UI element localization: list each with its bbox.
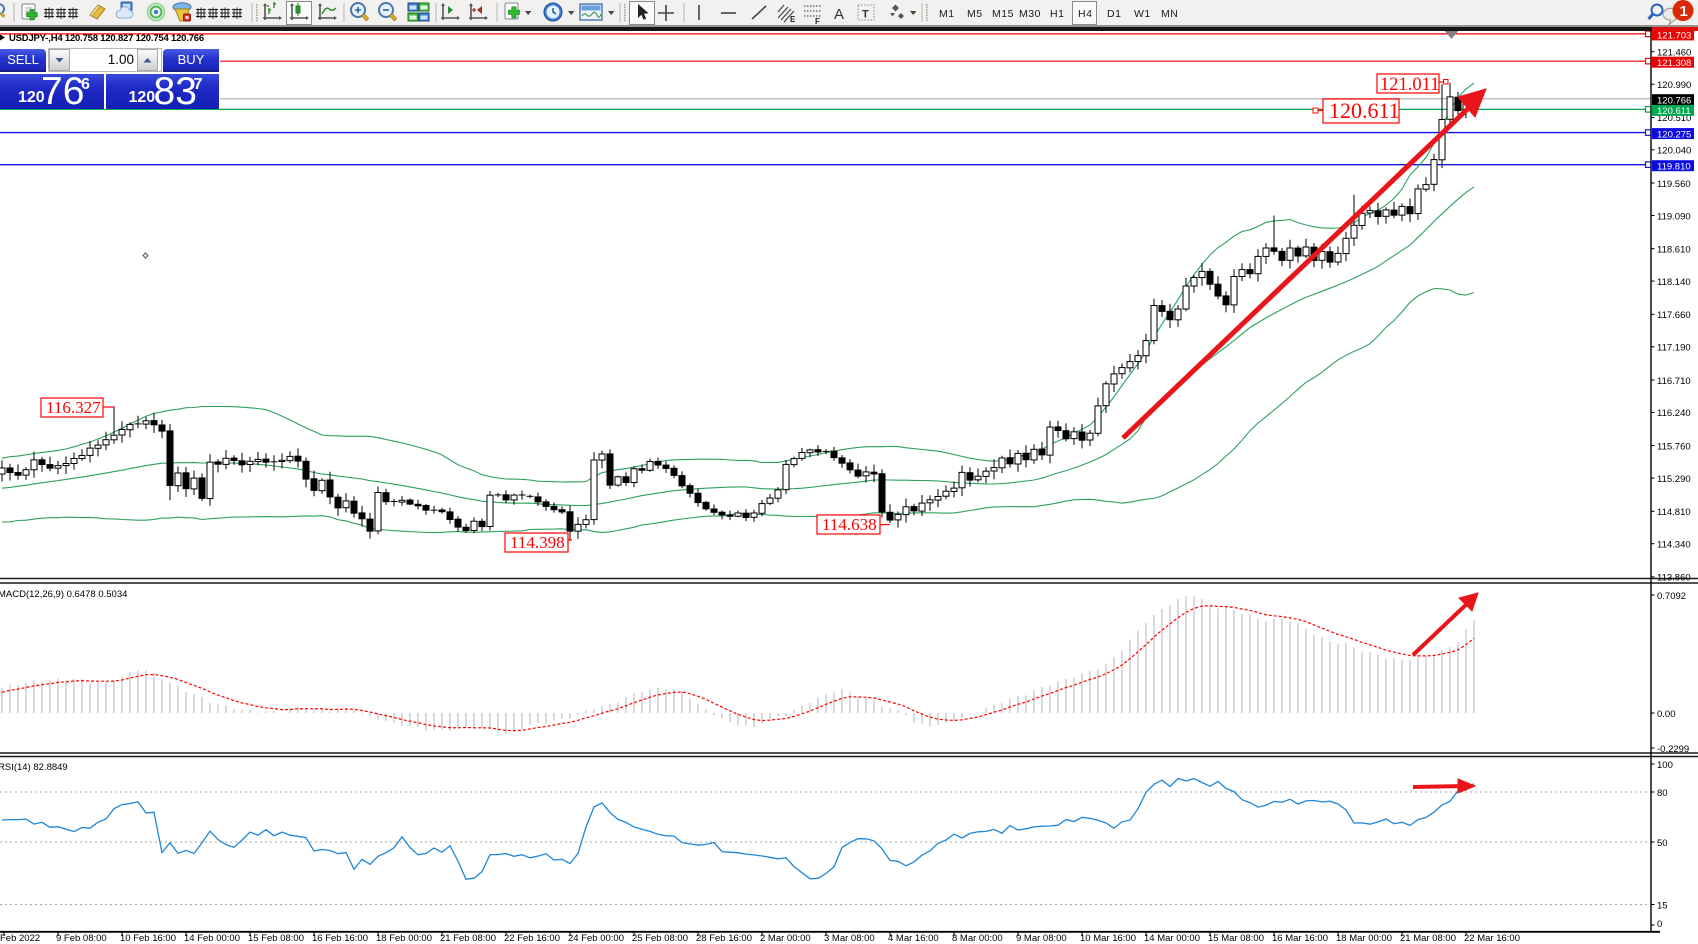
svg-text:119.560: 119.560 xyxy=(1657,179,1691,190)
svg-text:RSI(14) 82.8849: RSI(14) 82.8849 xyxy=(0,762,68,773)
svg-text:117.660: 117.660 xyxy=(1657,310,1691,321)
svg-text:M5: M5 xyxy=(967,8,983,20)
svg-text:1: 1 xyxy=(1680,3,1688,20)
svg-text:MN: MN xyxy=(1161,8,1178,20)
svg-text:25 Feb 08:00: 25 Feb 08:00 xyxy=(632,933,688,944)
svg-text:114.398: 114.398 xyxy=(510,533,565,552)
svg-text:120.275: 120.275 xyxy=(1657,129,1691,140)
svg-text:H4: H4 xyxy=(1078,8,1092,20)
svg-text:120.611: 120.611 xyxy=(1657,106,1691,117)
svg-text:24 Feb 00:00: 24 Feb 00:00 xyxy=(568,933,624,944)
svg-text:4 Mar 16:00: 4 Mar 16:00 xyxy=(888,933,939,944)
svg-text:21 Feb 08:00: 21 Feb 08:00 xyxy=(440,933,496,944)
svg-text:118.610: 118.610 xyxy=(1657,245,1691,256)
svg-text:100: 100 xyxy=(1657,760,1673,771)
svg-text:-0.2299: -0.2299 xyxy=(1657,744,1689,755)
svg-text:W1: W1 xyxy=(1134,8,1151,20)
svg-text:16 Mar 16:00: 16 Mar 16:00 xyxy=(1272,933,1328,944)
svg-text:121.011: 121.011 xyxy=(1380,75,1439,95)
svg-text:114.340: 114.340 xyxy=(1657,540,1691,551)
svg-text:115.290: 115.290 xyxy=(1657,474,1691,485)
svg-text:0.7092: 0.7092 xyxy=(1657,591,1686,602)
svg-text:114.638: 114.638 xyxy=(822,515,877,534)
svg-text:120.040: 120.040 xyxy=(1657,146,1691,157)
svg-text:15 Feb 08:00: 15 Feb 08:00 xyxy=(248,933,304,944)
svg-text:120.510: 120.510 xyxy=(1657,113,1691,124)
svg-text:F: F xyxy=(815,17,820,26)
svg-text:2 Mar 00:00: 2 Mar 00:00 xyxy=(760,933,811,944)
svg-text:114.810: 114.810 xyxy=(1657,507,1691,518)
svg-text:M15: M15 xyxy=(992,8,1014,20)
svg-text:9 Feb 08:00: 9 Feb 08:00 xyxy=(56,933,107,944)
svg-text:28 Feb 16:00: 28 Feb 16:00 xyxy=(696,933,752,944)
svg-text:21 Mar 08:00: 21 Mar 08:00 xyxy=(1400,933,1456,944)
svg-text:18 Mar 00:00: 18 Mar 00:00 xyxy=(1336,933,1392,944)
svg-text:18 Feb 00:00: 18 Feb 00:00 xyxy=(376,933,432,944)
svg-text:120.990: 120.990 xyxy=(1657,80,1691,91)
svg-text:121.460: 121.460 xyxy=(1657,48,1691,59)
svg-text:0: 0 xyxy=(1657,919,1662,930)
svg-text:119.810: 119.810 xyxy=(1657,162,1691,173)
svg-text:119.090: 119.090 xyxy=(1657,211,1691,222)
svg-text:A: A xyxy=(834,6,844,23)
svg-text:D1: D1 xyxy=(1107,8,1121,20)
svg-text:120.611: 120.611 xyxy=(1329,98,1400,123)
svg-text:116.327: 116.327 xyxy=(46,398,101,417)
svg-text:MACD(12,26,9) 0.6478 0.5034: MACD(12,26,9) 0.6478 0.5034 xyxy=(0,589,127,600)
svg-text:115.760: 115.760 xyxy=(1657,441,1691,452)
svg-text:116.710: 116.710 xyxy=(1657,376,1691,387)
svg-text:50: 50 xyxy=(1657,838,1668,849)
svg-text:116.240: 116.240 xyxy=(1657,408,1691,419)
svg-text:15 Mar 08:00: 15 Mar 08:00 xyxy=(1208,933,1264,944)
svg-text:10 Mar 16:00: 10 Mar 16:00 xyxy=(1080,933,1136,944)
svg-text:22 Feb 16:00: 22 Feb 16:00 xyxy=(504,933,560,944)
svg-text:113.860: 113.860 xyxy=(1657,573,1691,584)
svg-text:M1: M1 xyxy=(939,8,955,20)
svg-text:E: E xyxy=(790,15,796,24)
svg-text:80: 80 xyxy=(1657,788,1668,799)
svg-text:T: T xyxy=(862,9,869,21)
svg-text:120.766: 120.766 xyxy=(1657,96,1691,107)
svg-text:USDJPY-,H4 120.758 120.827 12: USDJPY-,H4 120.758 120.827 120.754 120.7… xyxy=(9,33,204,44)
svg-text:10 Feb 16:00: 10 Feb 16:00 xyxy=(120,933,176,944)
svg-text:3 Mar 08:00: 3 Mar 08:00 xyxy=(824,933,875,944)
svg-text:14 Mar 00:00: 14 Mar 00:00 xyxy=(1144,933,1200,944)
svg-text:16 Feb 16:00: 16 Feb 16:00 xyxy=(312,933,368,944)
svg-text:15: 15 xyxy=(1657,901,1668,912)
svg-text:121.308: 121.308 xyxy=(1657,58,1691,69)
svg-text:8 Mar 00:00: 8 Mar 00:00 xyxy=(952,933,1003,944)
svg-text:0.00: 0.00 xyxy=(1657,709,1676,720)
svg-text:118.140: 118.140 xyxy=(1657,277,1691,288)
svg-text:9 Mar 08:00: 9 Mar 08:00 xyxy=(1016,933,1067,944)
svg-text:14 Feb 00:00: 14 Feb 00:00 xyxy=(184,933,240,944)
svg-text:121.703: 121.703 xyxy=(1657,31,1691,42)
svg-text:M30: M30 xyxy=(1019,8,1041,20)
svg-text:22 Mar 16:00: 22 Mar 16:00 xyxy=(1464,933,1520,944)
svg-text:H1: H1 xyxy=(1050,8,1064,20)
svg-text:Feb 2022: Feb 2022 xyxy=(0,933,40,944)
svg-text:117.190: 117.190 xyxy=(1657,343,1691,354)
